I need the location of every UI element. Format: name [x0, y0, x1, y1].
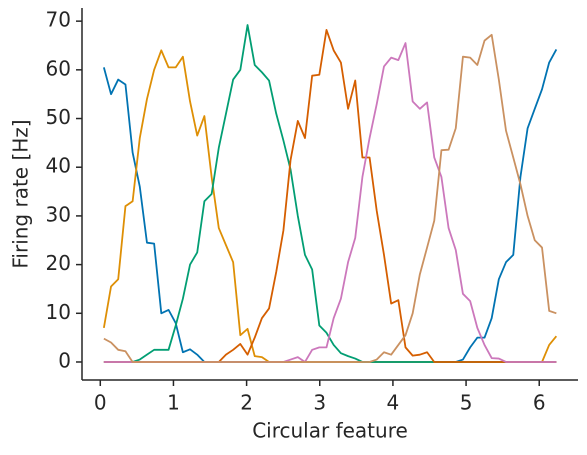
x-tick-label: 1	[167, 391, 180, 415]
x-tick-label: 5	[460, 391, 473, 415]
x-tick-label: 3	[313, 391, 326, 415]
x-axis-label: Circular feature	[252, 419, 408, 443]
x-tick-label: 4	[387, 391, 400, 415]
series-line	[103, 24, 557, 363]
x-tick-label: 2	[240, 391, 253, 415]
series-line	[103, 33, 557, 363]
y-tick-label: 70	[46, 8, 71, 32]
x-tick-label: 6	[533, 391, 546, 415]
y-tick-label: 30	[46, 202, 71, 226]
y-tick-label: 0	[58, 348, 71, 372]
y-axis-label: Firing rate [Hz]	[9, 119, 33, 268]
x-tick-label: 0	[94, 391, 107, 415]
series-line	[103, 48, 558, 363]
y-tick-label: 10	[46, 300, 71, 324]
y-tick-label: 40	[46, 154, 71, 178]
y-tick-label: 50	[46, 105, 71, 129]
y-tick-label: 60	[46, 56, 71, 80]
series-line	[103, 29, 557, 363]
y-tick-label: 20	[46, 251, 71, 275]
